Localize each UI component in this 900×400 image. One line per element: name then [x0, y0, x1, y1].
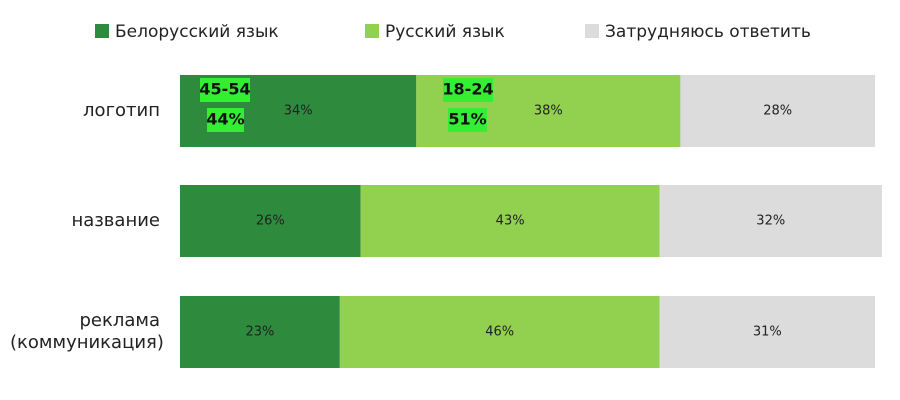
- bar-segment: [659, 296, 875, 368]
- annotation-text: 51%: [448, 110, 486, 129]
- value-label: 46%: [485, 325, 514, 340]
- value-label: 43%: [496, 214, 525, 229]
- annotation-highlight: [200, 78, 250, 102]
- value-label: 28%: [763, 104, 792, 119]
- legend-label: Русский язык: [385, 22, 505, 42]
- legend-label: Белорусский язык: [115, 22, 279, 42]
- annotation-text: 45-54: [199, 80, 250, 99]
- category-label: логотип: [83, 100, 160, 121]
- bar-segment: [360, 185, 660, 257]
- value-label: 31%: [753, 325, 782, 340]
- value-label: 38%: [534, 104, 563, 119]
- legend-swatch: [365, 24, 379, 38]
- bar-segment: [339, 296, 660, 368]
- bar-segment: [180, 296, 340, 368]
- value-label: 34%: [284, 104, 313, 119]
- legend-swatch: [585, 24, 599, 38]
- annotation-highlight: [207, 108, 244, 132]
- annotation-highlight: [448, 108, 487, 132]
- legend-label: Затрудняюсь ответить: [605, 22, 811, 42]
- bar-segment: [659, 185, 882, 257]
- bar-segment: [180, 185, 361, 257]
- bar-segment: [680, 75, 875, 147]
- annotation-highlight: [443, 78, 493, 102]
- category-label: название: [71, 210, 160, 231]
- category-label: реклама (коммуникация): [10, 310, 164, 353]
- value-label: 32%: [756, 214, 785, 229]
- annotation-text: 18-24: [442, 80, 493, 99]
- annotation-text: 44%: [206, 110, 244, 129]
- value-label: 23%: [245, 325, 274, 340]
- legend-swatch: [95, 24, 109, 38]
- value-label: 26%: [256, 214, 285, 229]
